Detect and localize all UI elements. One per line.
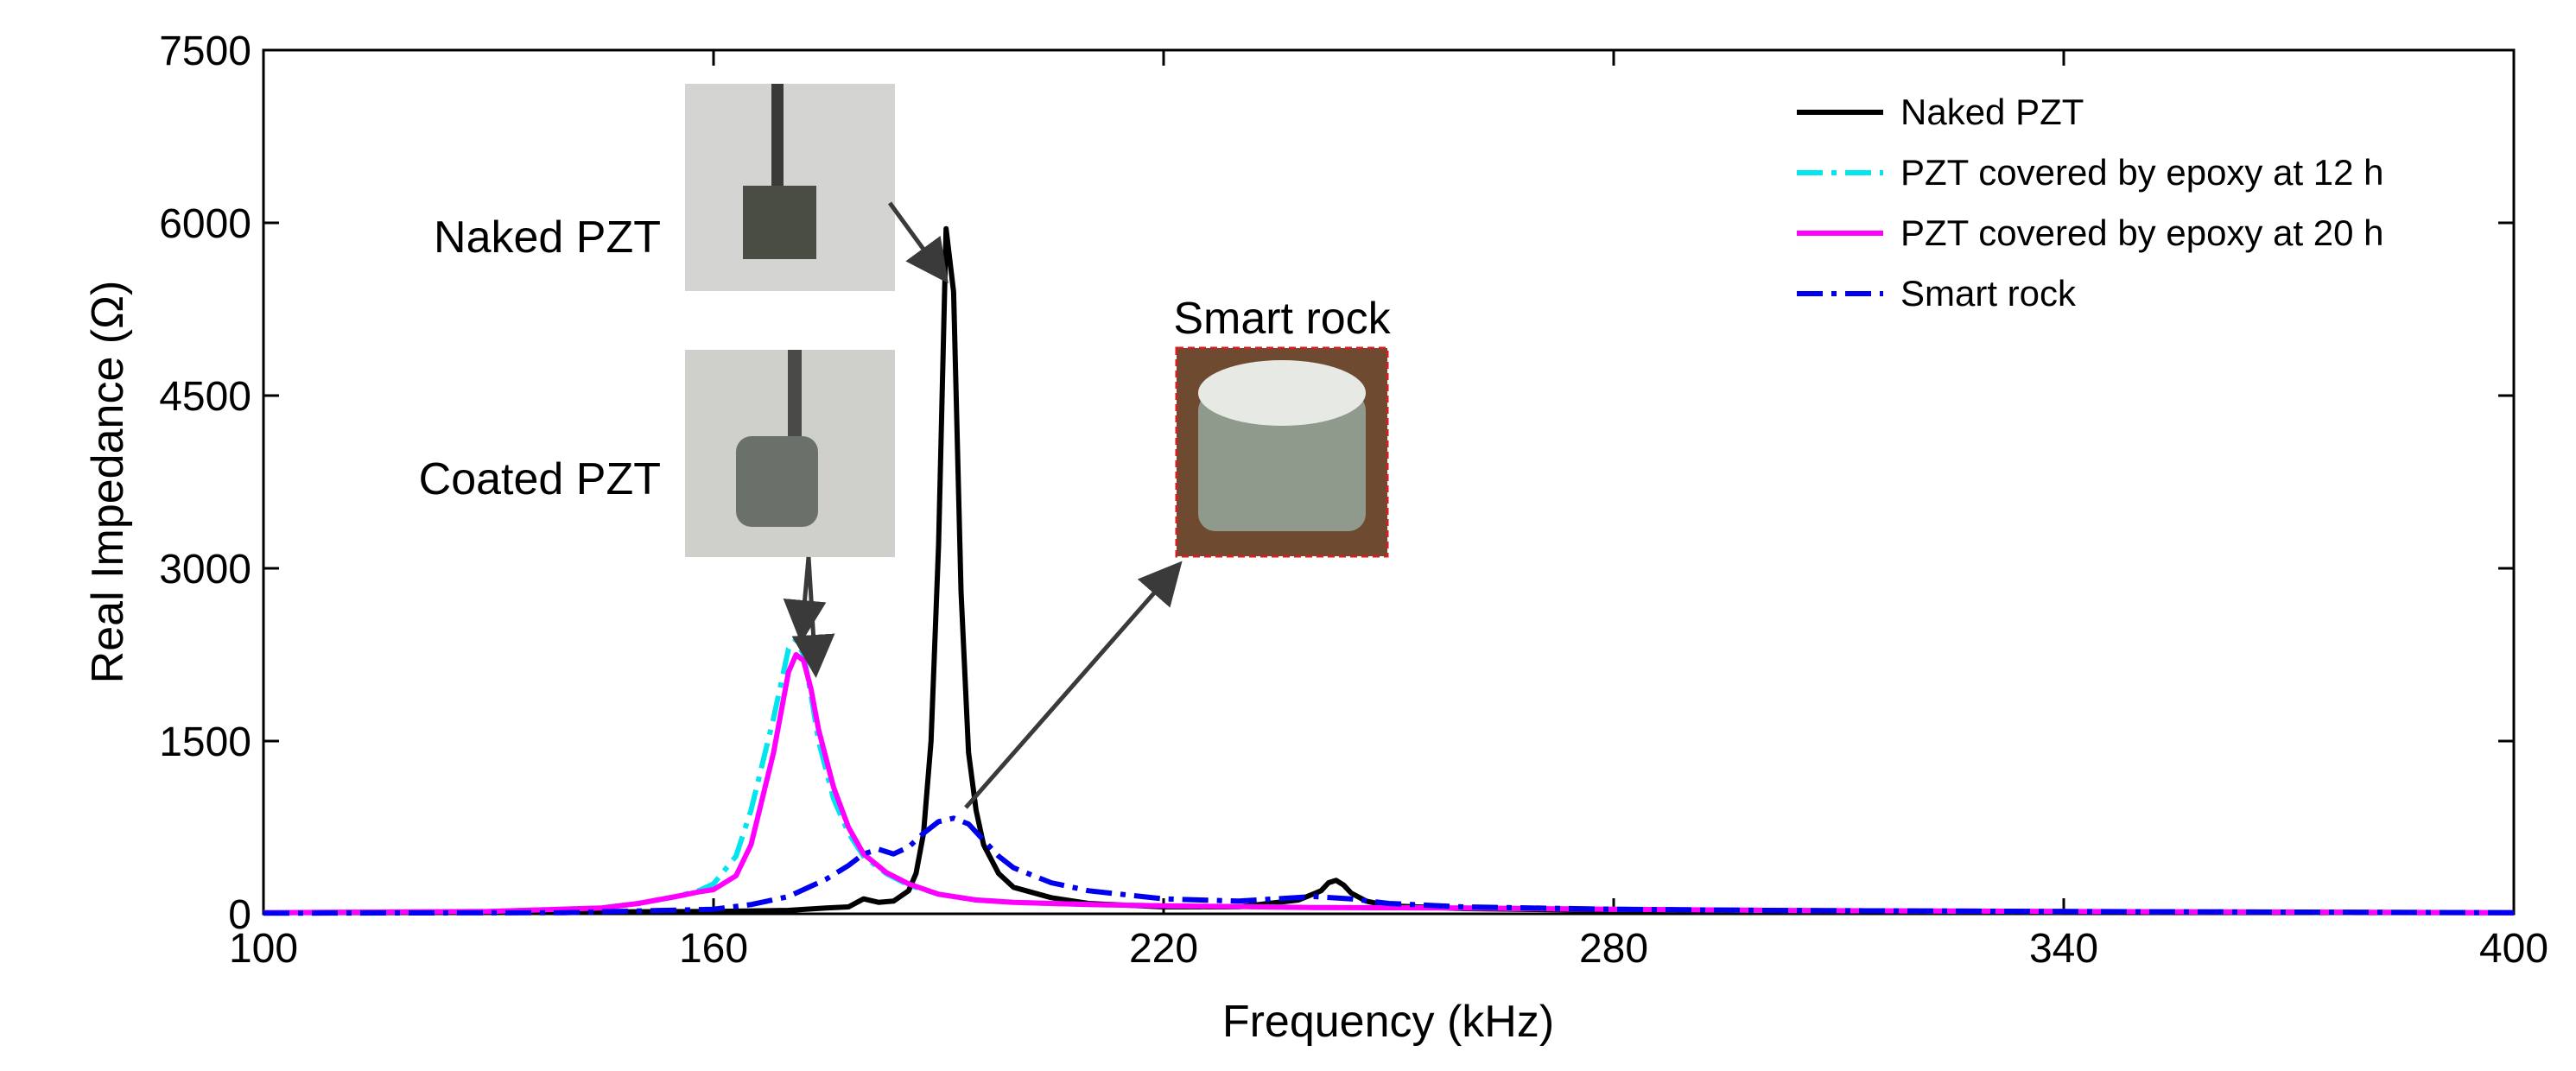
series-line-epoxy-20h [263, 652, 2515, 916]
y-tick-label: 4500 [159, 374, 251, 420]
series-line-naked-pzt [263, 225, 2515, 916]
y-axis-ticks: 0 1500 3000 4500 6000 7500 [159, 29, 2514, 938]
x-tick-label: 220 [1129, 926, 1198, 972]
y-tick-label: 1500 [159, 719, 251, 765]
series-line-epoxy-12h [263, 637, 2515, 916]
legend-label-epoxy-20h: PZT covered by epoxy at 20 h [1900, 212, 2384, 253]
arrow-coated-pzt-2 [791, 556, 835, 678]
series-line-smart-rock [263, 815, 2515, 916]
y-tick-label: 7500 [159, 29, 251, 74]
legend: Naked PZT PZT covered by epoxy at 12 h P… [1797, 92, 2384, 314]
y-tick-label: 3000 [159, 547, 251, 593]
annotation-smart-rock: Smart rock [1173, 294, 1391, 344]
series-lines [263, 225, 2515, 916]
arrow-smart-rock [964, 561, 1183, 809]
legend-label-naked-pzt: Naked PZT [1900, 92, 2084, 132]
x-axis-ticks: 100 160 220 280 340 400 [229, 50, 2548, 972]
coated-pzt-photo [685, 350, 895, 557]
arrow-naked-pzt [887, 201, 949, 284]
x-tick-label: 340 [2029, 926, 2098, 972]
smart-rock-photo [1175, 346, 1389, 558]
x-tick-label: 280 [1579, 926, 1648, 972]
legend-label-epoxy-12h: PZT covered by epoxy at 12 h [1900, 152, 2384, 193]
annotation-coated-pzt: Coated PZT [419, 454, 661, 504]
legend-label-smart-rock: Smart rock [1900, 273, 2077, 314]
x-tick-label: 160 [679, 926, 748, 972]
y-tick-label: 0 [228, 892, 251, 938]
x-axis-title: Frequency (kHz) [1222, 997, 1554, 1047]
naked-pzt-photo [685, 84, 895, 291]
x-tick-label: 400 [2479, 926, 2548, 972]
x-tick-label: 100 [229, 926, 298, 972]
y-axis-title: Real Impedance (Ω) [83, 281, 133, 684]
annotation-naked-pzt: Naked PZT [434, 212, 661, 263]
y-tick-label: 6000 [159, 201, 251, 247]
plot-frame [262, 48, 2516, 916]
